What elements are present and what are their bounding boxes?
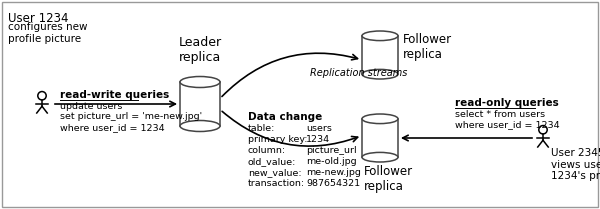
Text: 1234: 1234	[306, 135, 330, 144]
Ellipse shape	[180, 121, 220, 131]
Text: configures new
profile picture: configures new profile picture	[8, 22, 88, 44]
Text: me-new.jpg: me-new.jpg	[306, 168, 361, 177]
Ellipse shape	[362, 31, 398, 41]
Text: 987654321: 987654321	[306, 179, 360, 188]
Text: new_value:: new_value:	[248, 168, 302, 177]
Text: users: users	[306, 124, 332, 133]
Text: column:: column:	[248, 146, 286, 155]
Bar	[362, 119, 398, 157]
Text: Replication streams: Replication streams	[310, 68, 407, 78]
Text: User 2345
views user
1234's profile: User 2345 views user 1234's profile	[551, 148, 600, 181]
Text: me-old.jpg: me-old.jpg	[306, 157, 356, 166]
Text: read-write queries: read-write queries	[60, 90, 169, 100]
Text: Leader
replica: Leader replica	[178, 37, 221, 65]
Bar	[362, 36, 398, 74]
Text: User 1234: User 1234	[8, 12, 68, 25]
Bar	[180, 82, 220, 126]
Text: read-only queries: read-only queries	[455, 98, 559, 108]
Text: Data change: Data change	[248, 112, 322, 122]
Text: picture_url: picture_url	[306, 146, 356, 155]
Text: transaction:: transaction:	[248, 179, 305, 188]
Text: old_value:: old_value:	[248, 157, 296, 166]
Text: primary key:: primary key:	[248, 135, 308, 144]
Text: Follower
replica: Follower replica	[364, 165, 413, 193]
Text: table:: table:	[248, 124, 275, 133]
FancyBboxPatch shape	[2, 2, 598, 207]
Ellipse shape	[362, 69, 398, 79]
Ellipse shape	[362, 152, 398, 162]
Text: select * from users
where user_id = 1234: select * from users where user_id = 1234	[455, 110, 560, 129]
Ellipse shape	[180, 76, 220, 88]
Text: Follower
replica: Follower replica	[403, 33, 452, 61]
Text: update users
set picture_url = 'me-new.jpg'
where user_id = 1234: update users set picture_url = 'me-new.j…	[60, 102, 202, 132]
Ellipse shape	[362, 114, 398, 124]
